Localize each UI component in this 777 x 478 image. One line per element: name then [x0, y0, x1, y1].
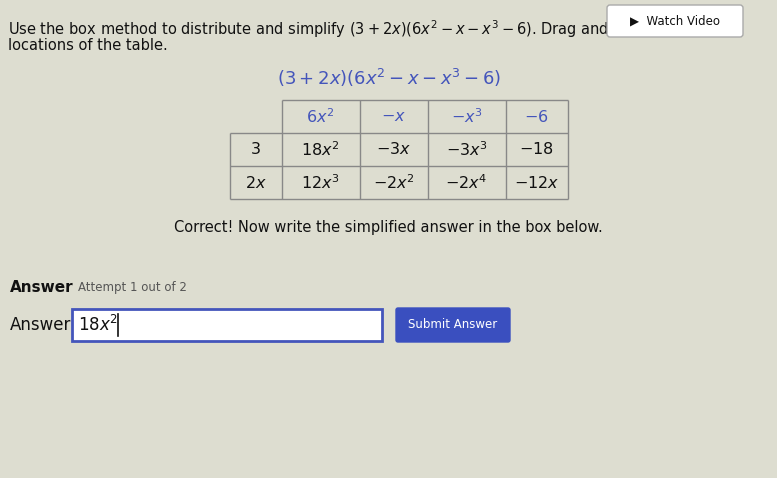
- Text: $-3x^3$: $-3x^3$: [445, 140, 487, 159]
- Text: locations of the table.: locations of the table.: [8, 38, 168, 53]
- Text: Attempt 1 out of 2: Attempt 1 out of 2: [78, 281, 187, 293]
- Text: $18x^2$: $18x^2$: [78, 315, 118, 335]
- Text: $-2x^4$: $-2x^4$: [445, 173, 488, 192]
- Text: $-6$: $-6$: [524, 109, 549, 124]
- Text: Answer:: Answer:: [10, 316, 77, 334]
- Text: Use the box method to distribute and simplify $(3 + 2x)(6x^2 - x - x^3 - 6)$. Dr: Use the box method to distribute and sim…: [8, 18, 743, 40]
- Text: Answer: Answer: [10, 280, 74, 294]
- Text: Submit Answer: Submit Answer: [409, 318, 497, 332]
- Text: $-x$: $-x$: [381, 109, 406, 124]
- Text: $18x^2$: $18x^2$: [301, 140, 340, 159]
- Text: $-12x$: $-12x$: [514, 174, 559, 191]
- Text: $-18$: $-18$: [519, 141, 554, 157]
- FancyBboxPatch shape: [396, 308, 510, 342]
- Text: $(3 + 2x)(6x^2 - x - x^3 - 6)$: $(3 + 2x)(6x^2 - x - x^3 - 6)$: [277, 67, 500, 89]
- Text: ▶  Watch Video: ▶ Watch Video: [630, 14, 720, 28]
- FancyBboxPatch shape: [72, 309, 382, 341]
- FancyBboxPatch shape: [607, 5, 743, 37]
- Text: $3$: $3$: [250, 141, 261, 157]
- Text: $12x^3$: $12x^3$: [301, 173, 340, 192]
- Text: $-2x^2$: $-2x^2$: [373, 173, 414, 192]
- Text: $-x^3$: $-x^3$: [451, 107, 483, 126]
- Text: $6x^2$: $6x^2$: [306, 107, 335, 126]
- Text: $-3x$: $-3x$: [376, 141, 411, 157]
- Text: Correct! Now write the simplified answer in the box below.: Correct! Now write the simplified answer…: [174, 219, 603, 235]
- Text: $2x$: $2x$: [245, 174, 267, 191]
